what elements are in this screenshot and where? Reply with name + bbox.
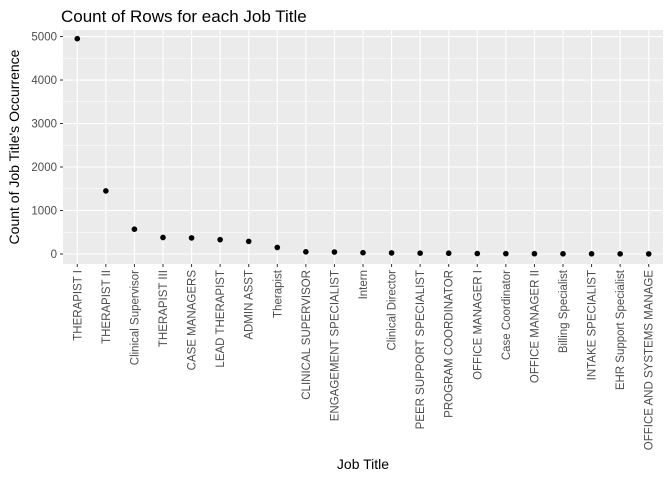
- data-point: [274, 244, 281, 251]
- x-tick-label: Case Coordinator: [501, 270, 513, 360]
- x-tick-label: LEAD THERAPIST: [215, 270, 227, 368]
- x-tick-label: Billing Specialist: [558, 269, 570, 353]
- data-point: [560, 250, 566, 257]
- data-points: [74, 35, 652, 257]
- x-tick-label: OFFICE MANAGER I: [472, 270, 484, 380]
- data-point: [503, 250, 509, 257]
- x-tick-label: EHR Support Specialist: [615, 269, 627, 390]
- data-point: [360, 249, 366, 256]
- x-tick-label: INTAKE SPECIALIST: [587, 270, 599, 380]
- y-tick-label: 4000: [31, 75, 57, 87]
- x-axis-title: Job Title: [337, 456, 389, 472]
- data-point: [645, 251, 652, 257]
- data-point: [445, 250, 452, 257]
- data-point: [303, 249, 309, 255]
- data-point: [217, 236, 223, 243]
- data-point: [388, 250, 395, 256]
- y-tick-label: 2000: [31, 162, 57, 174]
- x-tick-label: OFFICE MANAGER II: [529, 270, 541, 383]
- x-tick-label: Clinical Director: [387, 270, 399, 351]
- x-tick-label: THERAPIST I: [72, 270, 84, 341]
- x-tick-label: ENGAGEMENT SPECIALIST: [329, 270, 341, 421]
- data-point: [131, 226, 138, 233]
- y-tick-label: 1000: [31, 206, 57, 218]
- data-point: [588, 251, 595, 257]
- y-tick-label: 5000: [31, 32, 57, 44]
- y-tick-label: 0: [51, 249, 57, 261]
- data-point: [531, 250, 538, 257]
- x-tick-label: ADMIN ASST: [244, 270, 256, 340]
- y-axis: 0 1000 2000 3000 4000 5000: [31, 32, 63, 261]
- x-tick-label: Clinical Supervisor: [129, 270, 141, 365]
- data-point: [245, 238, 252, 245]
- data-point: [103, 188, 109, 194]
- x-tick-label: PROGRAM COORDINATOR: [444, 270, 456, 418]
- y-axis-title: Count of Job Title's Occurrence: [6, 49, 22, 244]
- data-point: [74, 35, 81, 42]
- grid-lines: [63, 30, 663, 264]
- chart-title: Count of Rows for each Job Title: [61, 7, 307, 26]
- x-tick-label: CASE MANAGERS: [187, 270, 199, 371]
- x-tick-label: Therapist: [272, 269, 284, 318]
- x-tick-label: CLINICAL SUPERVISOR: [301, 270, 313, 400]
- data-point: [188, 235, 195, 241]
- data-point: [331, 249, 338, 255]
- x-tick-label: THERAPIST III: [158, 270, 170, 347]
- data-point: [160, 234, 166, 241]
- data-point: [617, 251, 623, 257]
- x-axis: THERAPIST I THERAPIST II Clinical Supervis…: [72, 264, 656, 451]
- data-point: [474, 250, 481, 257]
- data-point: [417, 250, 423, 256]
- y-tick-label: 3000: [31, 119, 57, 131]
- x-tick-label: OFFICE AND SYSTEMS MANAGE: [644, 270, 656, 451]
- x-tick-label: PEER SUPPORT SPECIALIST: [415, 270, 427, 429]
- x-tick-label: Intern: [358, 270, 370, 299]
- x-tick-label: THERAPIST II: [101, 270, 113, 344]
